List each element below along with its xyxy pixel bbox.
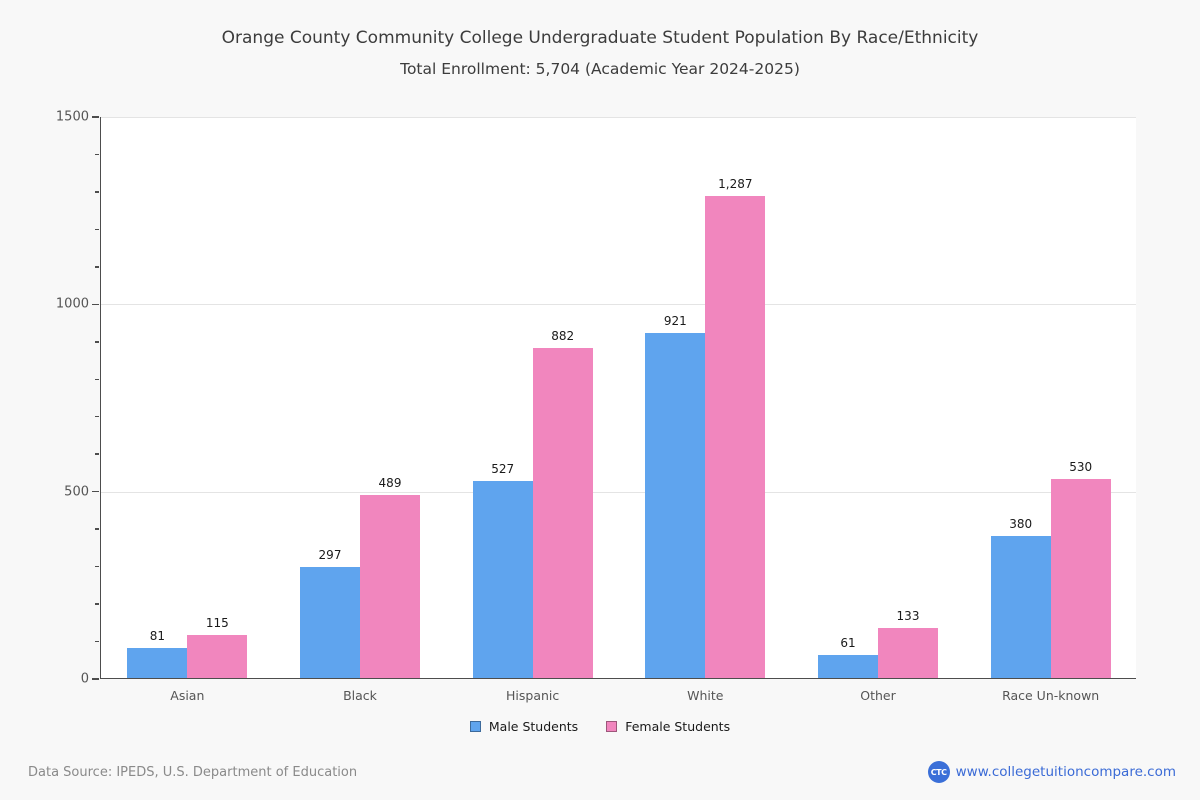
site-link[interactable]: www.collegetuitioncompare.com bbox=[955, 764, 1176, 780]
bar-value-label: 297 bbox=[318, 547, 342, 562]
bar-value-label: 81 bbox=[149, 628, 165, 643]
y-axis-tick-label: 0 bbox=[80, 671, 89, 687]
legend-swatch bbox=[606, 721, 618, 732]
y-minor-tick bbox=[95, 528, 99, 530]
y-minor-tick bbox=[95, 565, 99, 568]
legend: Male Students Female Students bbox=[0, 719, 1200, 734]
bar-value-label: 380 bbox=[1009, 516, 1033, 531]
plot-area: 0 500 1000 1500 81 115 Asian 297 489 Black 527 882 H… bbox=[56, 110, 1136, 703]
y-minor-tick bbox=[95, 378, 99, 381]
legend-label: Male Students bbox=[488, 719, 579, 734]
bar-female-students bbox=[705, 195, 766, 678]
bar-female-students bbox=[1050, 479, 1111, 678]
bar-value-label: 115 bbox=[205, 615, 229, 630]
bar-value-label: 530 bbox=[1069, 460, 1093, 475]
bar-value-label: 133 bbox=[896, 609, 920, 624]
y-minor-tick bbox=[95, 453, 99, 455]
bar-male-students bbox=[645, 332, 706, 678]
bar-female-students bbox=[878, 628, 938, 678]
y-axis-tick-label: 1500 bbox=[55, 109, 89, 125]
ctc-logo-icon: CTC bbox=[927, 761, 950, 783]
x-axis-category-label: Asian bbox=[170, 688, 205, 703]
bar-value-label: 1,287 bbox=[718, 176, 753, 191]
footer-branding: CTC www.collegetuitioncompare.com bbox=[927, 761, 1176, 783]
legend-swatch bbox=[469, 721, 481, 732]
chart-subtitle: Total Enrollment: 5,704 (Academic Year 2… bbox=[400, 60, 800, 78]
bar-female-students bbox=[360, 494, 420, 678]
data-source-note: Data Source: IPEDS, U.S. Department of E… bbox=[28, 765, 358, 780]
x-axis-category-label: Other bbox=[860, 688, 896, 703]
bar-male-students bbox=[300, 566, 360, 678]
legend-item: Male Students bbox=[469, 719, 579, 734]
legend-item: Female Students bbox=[606, 719, 730, 734]
bar-value-label: 882 bbox=[551, 328, 575, 343]
y-minor-tick bbox=[95, 153, 99, 156]
bar-value-label: 921 bbox=[663, 313, 687, 328]
x-axis-category-label: Hispanic bbox=[506, 688, 560, 703]
x-axis-category-label: Race Un-known bbox=[1002, 688, 1100, 703]
gridline bbox=[101, 304, 1136, 306]
x-axis-category-label: Black bbox=[343, 688, 377, 703]
y-minor-tick bbox=[95, 191, 99, 193]
y-minor-tick bbox=[95, 266, 99, 268]
legend-label: Female Students bbox=[625, 719, 731, 734]
y-minor-tick bbox=[95, 415, 99, 418]
y-major-tick bbox=[92, 116, 99, 118]
bar-female-students bbox=[532, 347, 593, 678]
x-axis-category-label: White bbox=[687, 688, 724, 703]
y-major-tick bbox=[92, 490, 99, 493]
gridline bbox=[101, 117, 1136, 118]
bar-male-students bbox=[472, 480, 533, 678]
y-major-tick bbox=[92, 678, 99, 680]
y-minor-tick bbox=[95, 603, 99, 605]
bar-male-students bbox=[127, 647, 188, 678]
bar-male-students bbox=[990, 535, 1051, 678]
chart-title: Orange County Community College Undergra… bbox=[221, 28, 979, 48]
bar-value-label: 527 bbox=[491, 461, 515, 476]
bar-value-label: 489 bbox=[378, 475, 402, 490]
y-axis-tick-label: 500 bbox=[64, 484, 89, 500]
y-axis-tick-label: 1000 bbox=[55, 296, 89, 312]
bar-male-students bbox=[818, 655, 878, 678]
bar-female-students bbox=[187, 634, 248, 678]
y-major-tick bbox=[92, 303, 99, 306]
y-minor-tick bbox=[95, 228, 99, 231]
gridline bbox=[101, 491, 1136, 493]
y-minor-tick bbox=[95, 640, 99, 643]
y-minor-tick bbox=[95, 341, 99, 343]
bar-value-label: 61 bbox=[840, 636, 856, 651]
